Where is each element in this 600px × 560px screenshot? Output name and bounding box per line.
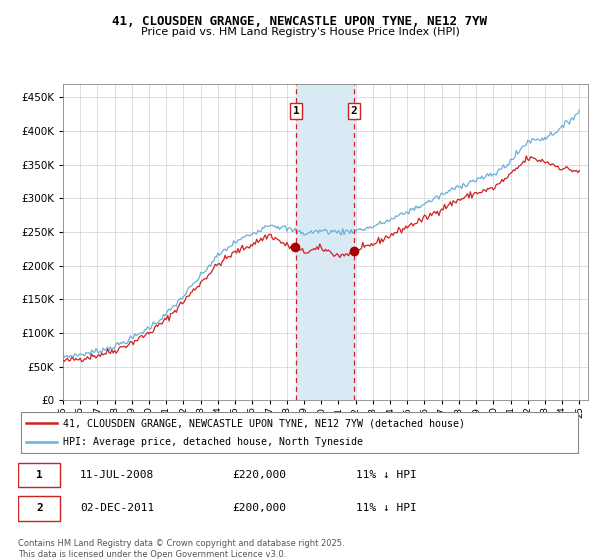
Text: 41, CLOUSDEN GRANGE, NEWCASTLE UPON TYNE, NE12 7YW: 41, CLOUSDEN GRANGE, NEWCASTLE UPON TYNE… <box>113 15 487 27</box>
Text: 41, CLOUSDEN GRANGE, NEWCASTLE UPON TYNE, NE12 7YW (detached house): 41, CLOUSDEN GRANGE, NEWCASTLE UPON TYNE… <box>63 418 465 428</box>
Text: 11% ↓ HPI: 11% ↓ HPI <box>356 503 417 514</box>
Bar <box>296 84 354 400</box>
Text: £220,000: £220,000 <box>232 470 286 480</box>
Text: 02-DEC-2011: 02-DEC-2011 <box>80 503 154 514</box>
Text: HPI: Average price, detached house, North Tyneside: HPI: Average price, detached house, Nort… <box>63 437 363 447</box>
Text: Price paid vs. HM Land Registry's House Price Index (HPI): Price paid vs. HM Land Registry's House … <box>140 27 460 38</box>
Text: 2: 2 <box>351 106 358 116</box>
Text: Contains HM Land Registry data © Crown copyright and database right 2025.
This d: Contains HM Land Registry data © Crown c… <box>18 539 344 559</box>
Text: 1: 1 <box>293 106 299 116</box>
Text: 11-JUL-2008: 11-JUL-2008 <box>80 470 154 480</box>
FancyBboxPatch shape <box>18 463 60 487</box>
Text: £200,000: £200,000 <box>232 503 286 514</box>
FancyBboxPatch shape <box>18 496 60 521</box>
FancyBboxPatch shape <box>21 412 578 452</box>
Text: 1: 1 <box>36 470 43 480</box>
Text: 2: 2 <box>36 503 43 514</box>
Text: 11% ↓ HPI: 11% ↓ HPI <box>356 470 417 480</box>
